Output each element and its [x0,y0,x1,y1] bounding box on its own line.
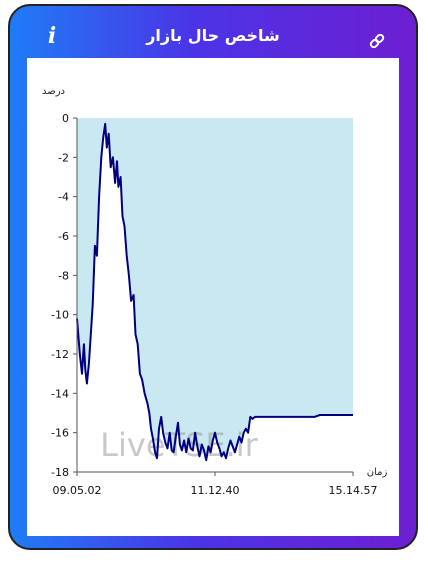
y-tick-label: -2 [58,151,69,164]
series-line [76,122,353,462]
market-index-chart: درصد LiveTSE.ir 0-2-4-6-8-10-12-14-16-18… [42,86,388,497]
card-header: شاخص حال بازار i [10,6,416,56]
series-area-fill [77,123,353,473]
market-status-card: شاخص حال بازار i درصد LiveTSE.ir 0 -2 -4 -6… [8,4,418,550]
y-axis-label: درصد [42,86,65,97]
y-tick-label: -18 [51,466,69,479]
x-axis-label: زمان [367,467,388,478]
card-title: شاخص حال بازار [146,26,280,45]
y-tick-label: 0 [62,112,69,125]
y-tick-label: -10 [51,309,69,322]
y-tick-label: -4 [58,191,69,204]
link-icon[interactable] [366,30,388,52]
y-tick-label: -16 [51,427,69,440]
y-tick-label: -6 [58,230,69,243]
y-tick-label: -14 [51,387,69,400]
x-tick-label: 15.14.57 [329,484,378,497]
y-tick-label: -12 [51,348,69,361]
x-tick-label: 11.12.40 [191,484,240,497]
y-tick-label: -8 [58,269,69,282]
chart-panel: درصد LiveTSE.ir 0 -2 -4 -6 -8 -10 -12 -14 -16 -18… [27,58,399,536]
x-tick-label: 09.05.02 [53,484,102,497]
info-icon[interactable]: i [47,23,57,49]
